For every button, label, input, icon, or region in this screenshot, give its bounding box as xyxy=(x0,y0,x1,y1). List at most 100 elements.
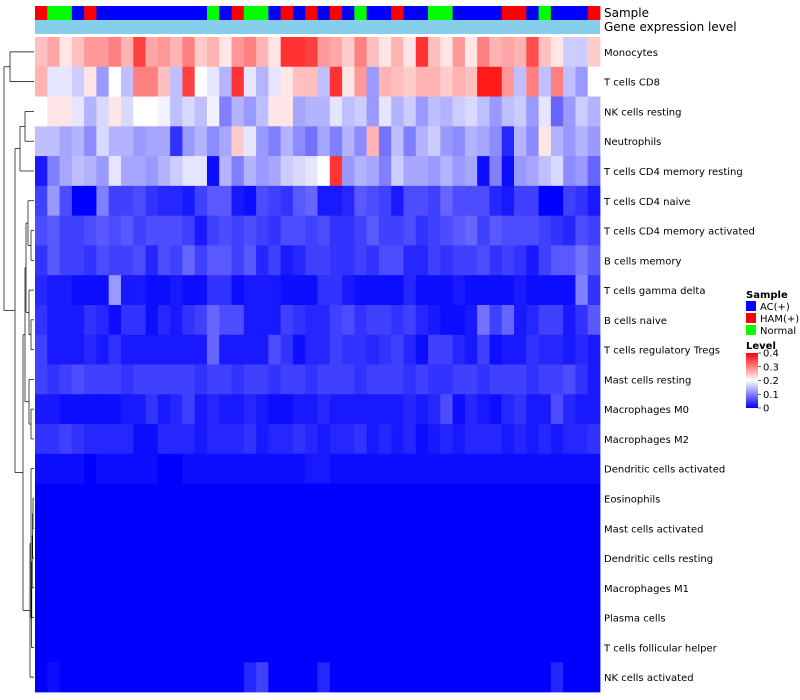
heatmap-cell xyxy=(526,334,539,365)
heatmap-cell xyxy=(428,215,441,246)
heatmap-cell xyxy=(145,483,159,514)
heatmap-cell xyxy=(391,602,404,633)
heatmap-cell xyxy=(145,572,159,604)
heatmap-cell xyxy=(145,394,159,425)
heatmap-cell xyxy=(575,483,589,514)
heatmap-cell xyxy=(575,453,589,484)
heatmap-cell xyxy=(84,364,97,395)
heatmap-cell xyxy=(428,156,441,187)
heatmap-cell xyxy=(96,513,110,544)
heatmap-cell xyxy=(120,37,134,68)
heatmap-cell xyxy=(477,96,490,127)
heatmap-cell xyxy=(108,453,122,484)
heatmap-cell xyxy=(391,572,404,604)
legend-tick-label: 0.3 xyxy=(763,362,779,373)
row-label: Dendritic cells resting xyxy=(604,554,713,565)
heatmap-cell xyxy=(206,513,220,544)
heatmap-cell xyxy=(108,185,122,217)
heatmap-cell xyxy=(292,185,306,217)
heatmap-cell xyxy=(354,453,368,484)
heatmap-cell xyxy=(256,483,269,514)
heatmap-cell xyxy=(428,662,441,693)
heatmap-cell xyxy=(317,334,331,365)
heatmap-cell xyxy=(170,543,183,574)
heatmap-cell xyxy=(71,543,85,574)
heatmap-cell xyxy=(526,364,539,395)
heatmap-cell xyxy=(342,156,355,187)
heatmap-cell xyxy=(415,513,429,544)
heatmap-cell xyxy=(206,215,220,246)
heatmap-cell xyxy=(170,424,183,455)
heatmap-cell xyxy=(501,572,515,604)
heatmap-cell xyxy=(440,156,454,187)
heatmap-cell xyxy=(378,394,392,425)
heatmap-cell xyxy=(489,334,503,365)
heatmap-cell xyxy=(305,245,318,276)
heatmap-cell xyxy=(96,215,110,246)
heatmap-cell xyxy=(256,543,269,574)
heatmap-cell xyxy=(59,37,73,68)
heatmap-cell xyxy=(464,453,478,484)
heatmap-cell xyxy=(477,572,490,604)
row-label: Plasma cells xyxy=(604,614,666,625)
heatmap-cell xyxy=(194,602,208,633)
heatmap-cell xyxy=(170,96,183,127)
heatmap-cell xyxy=(71,453,85,484)
heatmap-cell xyxy=(292,424,306,455)
heatmap-cell xyxy=(550,304,564,336)
heatmap-cell xyxy=(378,156,392,187)
heatmap-cell xyxy=(550,572,564,604)
sample-annotation-cell xyxy=(305,6,318,20)
heatmap-cell xyxy=(317,662,331,693)
heatmap-cell xyxy=(170,126,183,157)
heatmap-cell xyxy=(440,602,454,633)
heatmap-cell xyxy=(354,245,368,276)
heatmap-cell xyxy=(489,513,503,544)
heatmap-cell xyxy=(231,543,245,574)
heatmap-cell xyxy=(157,394,171,425)
heatmap-cell xyxy=(329,364,343,395)
heatmap-cell xyxy=(47,394,60,425)
heatmap-cell xyxy=(563,185,576,217)
heatmap-cell xyxy=(280,37,294,68)
sample-annotation-cell xyxy=(575,6,589,20)
heatmap-cell xyxy=(157,572,171,604)
heatmap-cell xyxy=(464,424,478,455)
legend-swatch xyxy=(746,301,756,311)
heatmap-cell xyxy=(440,334,454,365)
heatmap-cell xyxy=(489,394,503,425)
heatmap-cell xyxy=(329,304,343,336)
heatmap-cell xyxy=(550,96,564,127)
heatmap-cell xyxy=(428,632,441,663)
heatmap-cell xyxy=(378,126,392,157)
heatmap-cell xyxy=(59,304,73,336)
heatmap-cell xyxy=(84,334,97,365)
heatmap-cell xyxy=(170,364,183,395)
heatmap-cell xyxy=(47,513,60,544)
heatmap-cell xyxy=(182,275,196,306)
heatmap-cell xyxy=(428,126,441,157)
heatmap-cell xyxy=(403,394,417,425)
heatmap-cell xyxy=(268,215,282,246)
heatmap-cell xyxy=(59,602,73,633)
heatmap-cell xyxy=(440,37,454,68)
heatmap-cell xyxy=(428,602,441,633)
heatmap-cell xyxy=(35,483,48,514)
heatmap-cell xyxy=(428,334,441,365)
sample-annotation-cell xyxy=(428,6,441,20)
heatmap-cell xyxy=(182,245,196,276)
heatmap-cell xyxy=(489,602,503,633)
heatmap-cell xyxy=(440,632,454,663)
heatmap-cell xyxy=(563,334,576,365)
heatmap-cell xyxy=(268,275,282,306)
heatmap-cell xyxy=(182,185,196,217)
heatmap-cell xyxy=(514,66,527,97)
heatmap-cell xyxy=(268,364,282,395)
heatmap-cell xyxy=(575,543,589,574)
heatmap-cell xyxy=(145,96,159,127)
heatmap-cell xyxy=(501,96,515,127)
row-label: T cells CD4 naive xyxy=(603,197,690,208)
heatmap-cell xyxy=(415,572,429,604)
heatmap-cell xyxy=(256,334,269,365)
heatmap-cell xyxy=(219,572,232,604)
